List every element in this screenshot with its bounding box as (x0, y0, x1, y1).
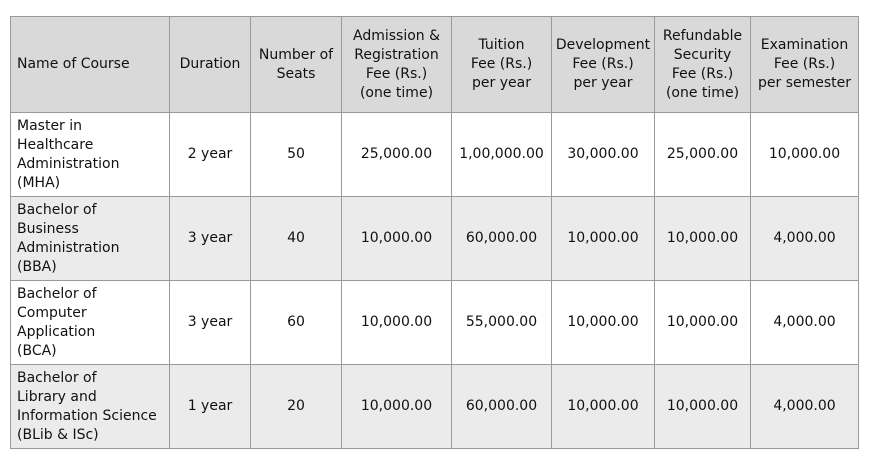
cell-line: Duration (179, 56, 241, 72)
cell-line: Fee (Rs.) (572, 56, 634, 72)
table-cell: 3 year (169, 196, 251, 281)
cell-line: Fee (Rs.) (671, 65, 734, 82)
table-cell: 4,000.00 (750, 196, 859, 281)
table-cell: 10,000.00 (341, 364, 452, 449)
cell-line: Development (555, 37, 651, 53)
table-row: Bachelor of Business Administration (BBA) 3 … (10, 196, 859, 281)
table-cell: 10,000.00 (341, 280, 452, 365)
table-cell: 40 (250, 196, 342, 281)
cell-line: per year (472, 75, 531, 91)
cell-line: Refundable (662, 27, 743, 44)
cell-line: (BBA) (17, 258, 57, 275)
table-cell: 1,00,000.00 (451, 112, 552, 197)
cell-line: Admission & (352, 27, 441, 44)
table-cell: 10,000.00 (654, 364, 751, 449)
table-cell: 4,000.00 (750, 280, 859, 365)
course-name: Bachelor of Computer Application (BCA) (10, 280, 170, 365)
table-cell: 10,000.00 (654, 196, 751, 281)
table-cell: 10,000.00 (551, 280, 655, 365)
cell-line: Name of Course (17, 56, 130, 72)
column-header: Name of Course (10, 16, 170, 113)
course-name: Bachelor of Business Administration (BBA) (10, 196, 170, 281)
table-row: Master in Healthcare Administration (MHA) 2 … (10, 112, 859, 197)
cell-line: Administration (17, 239, 120, 256)
table-cell: 60,000.00 (451, 196, 552, 281)
course-name: Master in Healthcare Administration (MHA) (10, 112, 170, 197)
column-header: Duration (169, 16, 251, 113)
column-header: Refundable Security Fee (Rs.) (one time) (654, 16, 751, 113)
table-cell: 10,000.00 (551, 364, 655, 449)
cell-line: Examination (760, 37, 849, 53)
table-cell: 2 year (169, 112, 251, 197)
column-header: Admission & Registration Fee (Rs.) (one tim… (341, 16, 452, 113)
cell-line: Fee (Rs.) (773, 56, 836, 72)
cell-line: (BLib & ISc) (17, 426, 99, 443)
course-name: Bachelor of Library and Information Scienc… (10, 364, 170, 449)
table-cell: 10,000.00 (654, 280, 751, 365)
fee-table: Name of Course Duration Number of Seats Admi… (10, 16, 859, 449)
cell-line: Bachelor of (17, 201, 97, 218)
cell-line: Administration (17, 155, 120, 172)
cell-line: Security (673, 46, 732, 63)
table-body: Master in Healthcare Administration (MHA) 2 … (10, 112, 859, 449)
table-cell: 10,000.00 (341, 196, 452, 281)
cell-line: Library and (17, 388, 97, 405)
table-cell: 60,000.00 (451, 364, 552, 449)
table-cell: 60 (250, 280, 342, 365)
cell-line: Healthcare (17, 136, 94, 153)
cell-line: per year (573, 75, 633, 91)
table-cell: 1 year (169, 364, 251, 449)
cell-line: Application (17, 323, 96, 340)
cell-line: Registration (354, 46, 439, 63)
table-cell: 10,000.00 (551, 196, 655, 281)
table-header: Name of Course Duration Number of Seats Admi… (10, 16, 859, 113)
table-cell: 20 (250, 364, 342, 449)
table-cell: 3 year (169, 280, 251, 365)
table-row: Bachelor of Computer Application (BCA) 3 yea… (10, 280, 859, 365)
cell-line: (MHA) (17, 174, 61, 191)
table-cell: 10,000.00 (750, 112, 859, 197)
table-row: Bachelor of Library and Information Scienc… (10, 364, 859, 449)
cell-line: Business (17, 220, 79, 237)
cell-line: Computer (17, 304, 87, 321)
cell-line: Bachelor of (17, 285, 97, 302)
table-cell: 30,000.00 (551, 112, 655, 197)
table-cell: 50 (250, 112, 342, 197)
cell-line: per semester (757, 75, 852, 91)
table-cell: 4,000.00 (750, 364, 859, 449)
table-cell: 55,000.00 (451, 280, 552, 365)
cell-line: Number of (258, 46, 334, 63)
cell-line: Fee (Rs.) (470, 56, 533, 72)
column-header: Examination Fee (Rs.) per semester (750, 16, 859, 113)
header-row: Name of Course Duration Number of Seats Admi… (10, 16, 859, 113)
column-header: Number of Seats (250, 16, 342, 113)
cell-line: Fee (Rs.) (365, 65, 428, 82)
table-cell: 25,000.00 (341, 112, 452, 197)
cell-line: Master in (17, 117, 83, 134)
cell-line: Seats (276, 65, 316, 82)
cell-line: Bachelor of (17, 369, 97, 386)
table-cell: 25,000.00 (654, 112, 751, 197)
cell-line: (one time) (359, 84, 434, 101)
cell-line: Tuition (478, 37, 525, 53)
cell-line: (BCA) (17, 342, 57, 359)
cell-line: Information Science (17, 407, 157, 424)
cell-line: (one time) (665, 84, 740, 101)
column-header: Development Fee (Rs.) per year (551, 16, 655, 113)
column-header: Tuition Fee (Rs.) per year (451, 16, 552, 113)
